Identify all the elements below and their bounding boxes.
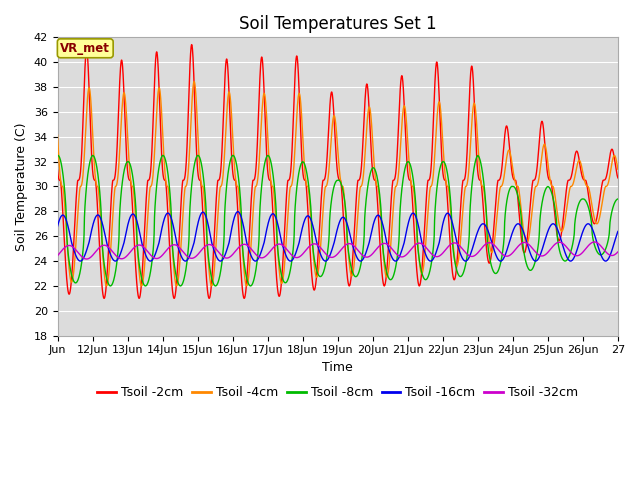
Title: Soil Temperatures Set 1: Soil Temperatures Set 1 [239,15,436,33]
X-axis label: Time: Time [323,361,353,374]
Text: VR_met: VR_met [60,42,110,55]
Y-axis label: Soil Temperature (C): Soil Temperature (C) [15,122,28,251]
Legend: Tsoil -2cm, Tsoil -4cm, Tsoil -8cm, Tsoil -16cm, Tsoil -32cm: Tsoil -2cm, Tsoil -4cm, Tsoil -8cm, Tsoi… [92,381,583,404]
